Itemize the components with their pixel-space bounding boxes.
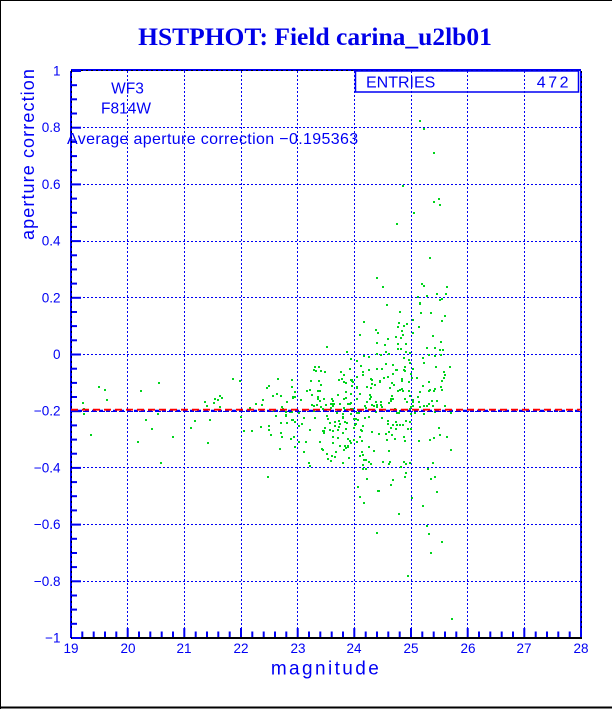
svg-text:0.2: 0.2 <box>42 290 61 305</box>
svg-text:0: 0 <box>53 347 61 362</box>
svg-text:0.4: 0.4 <box>42 234 61 249</box>
svg-text:ENTRIES: ENTRIES <box>366 75 435 92</box>
svg-text:24: 24 <box>346 641 362 656</box>
svg-text:472: 472 <box>537 75 571 92</box>
svg-text:aperture correction: aperture correction <box>18 68 38 240</box>
svg-text:−0.6: −0.6 <box>34 517 61 532</box>
svg-text:21: 21 <box>176 641 191 656</box>
svg-text:0.6: 0.6 <box>42 177 61 192</box>
svg-text:0.8: 0.8 <box>42 120 61 135</box>
svg-text:23: 23 <box>290 641 305 656</box>
svg-text:Average aperture correction −0: Average aperture correction −0.195363 <box>67 131 359 148</box>
svg-text:−0.2: −0.2 <box>34 404 61 419</box>
svg-text:26: 26 <box>460 641 475 656</box>
svg-text:27: 27 <box>516 641 531 656</box>
svg-text:−1: −1 <box>45 631 60 646</box>
svg-text:HSTPHOT: Field carina_u2lb01: HSTPHOT: Field carina_u2lb01 <box>138 22 492 51</box>
svg-text:28: 28 <box>573 641 588 656</box>
svg-text:−0.8: −0.8 <box>34 574 61 589</box>
svg-text:19: 19 <box>63 641 78 656</box>
svg-text:1: 1 <box>53 64 61 79</box>
svg-text:F814W: F814W <box>101 101 151 118</box>
svg-text:22: 22 <box>233 641 248 656</box>
svg-text:WF3: WF3 <box>111 81 144 98</box>
svg-text:magnitude: magnitude <box>271 659 381 680</box>
svg-text:25: 25 <box>403 641 418 656</box>
svg-text:20: 20 <box>120 641 135 656</box>
svg-text:−0.4: −0.4 <box>34 460 61 475</box>
